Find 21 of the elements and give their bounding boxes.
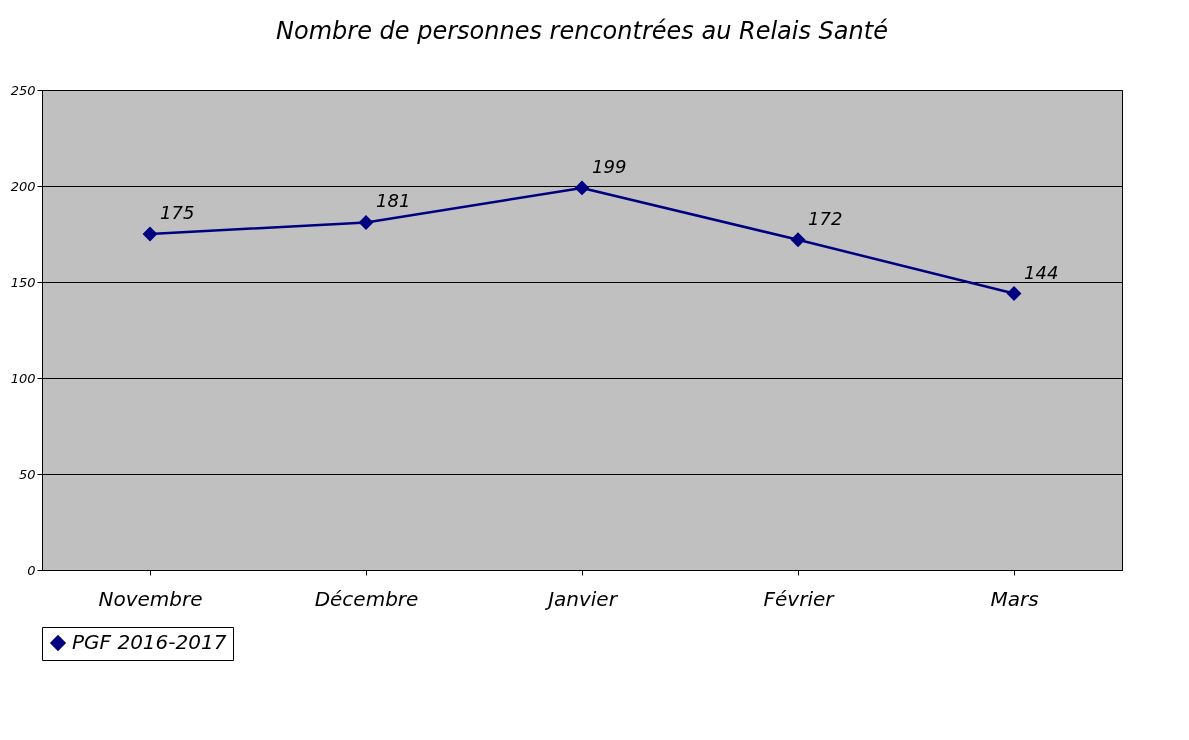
data-label: 175 (160, 202, 195, 223)
point (574, 180, 590, 196)
x-tick-label: Décembre (314, 586, 419, 611)
x-tick-label: Janvier (544, 586, 619, 611)
y-tick-label: 50 (18, 466, 36, 482)
x-tick-label: Novembre (98, 586, 203, 611)
point (142, 226, 158, 242)
data-label: 199 (592, 155, 627, 177)
point (790, 232, 806, 248)
data-label: 144 (1024, 261, 1059, 283)
y-tick-label: 250 (10, 82, 36, 98)
chart-title: Nombre de personnes rencontrées au Relais Santé (276, 17, 888, 45)
x-tick-label: Février (763, 586, 836, 611)
x-tick-label: Mars (990, 586, 1039, 611)
y-tick-label: 100 (10, 370, 36, 386)
legend-label: PGF 2016-2017 (72, 630, 227, 654)
y-tick-label: 0 (27, 562, 36, 578)
data-label: 172 (808, 207, 843, 229)
data-label: 181 (376, 190, 411, 212)
y-tick-label: 200 (10, 178, 36, 194)
y-tick-label: 150 (10, 274, 36, 290)
